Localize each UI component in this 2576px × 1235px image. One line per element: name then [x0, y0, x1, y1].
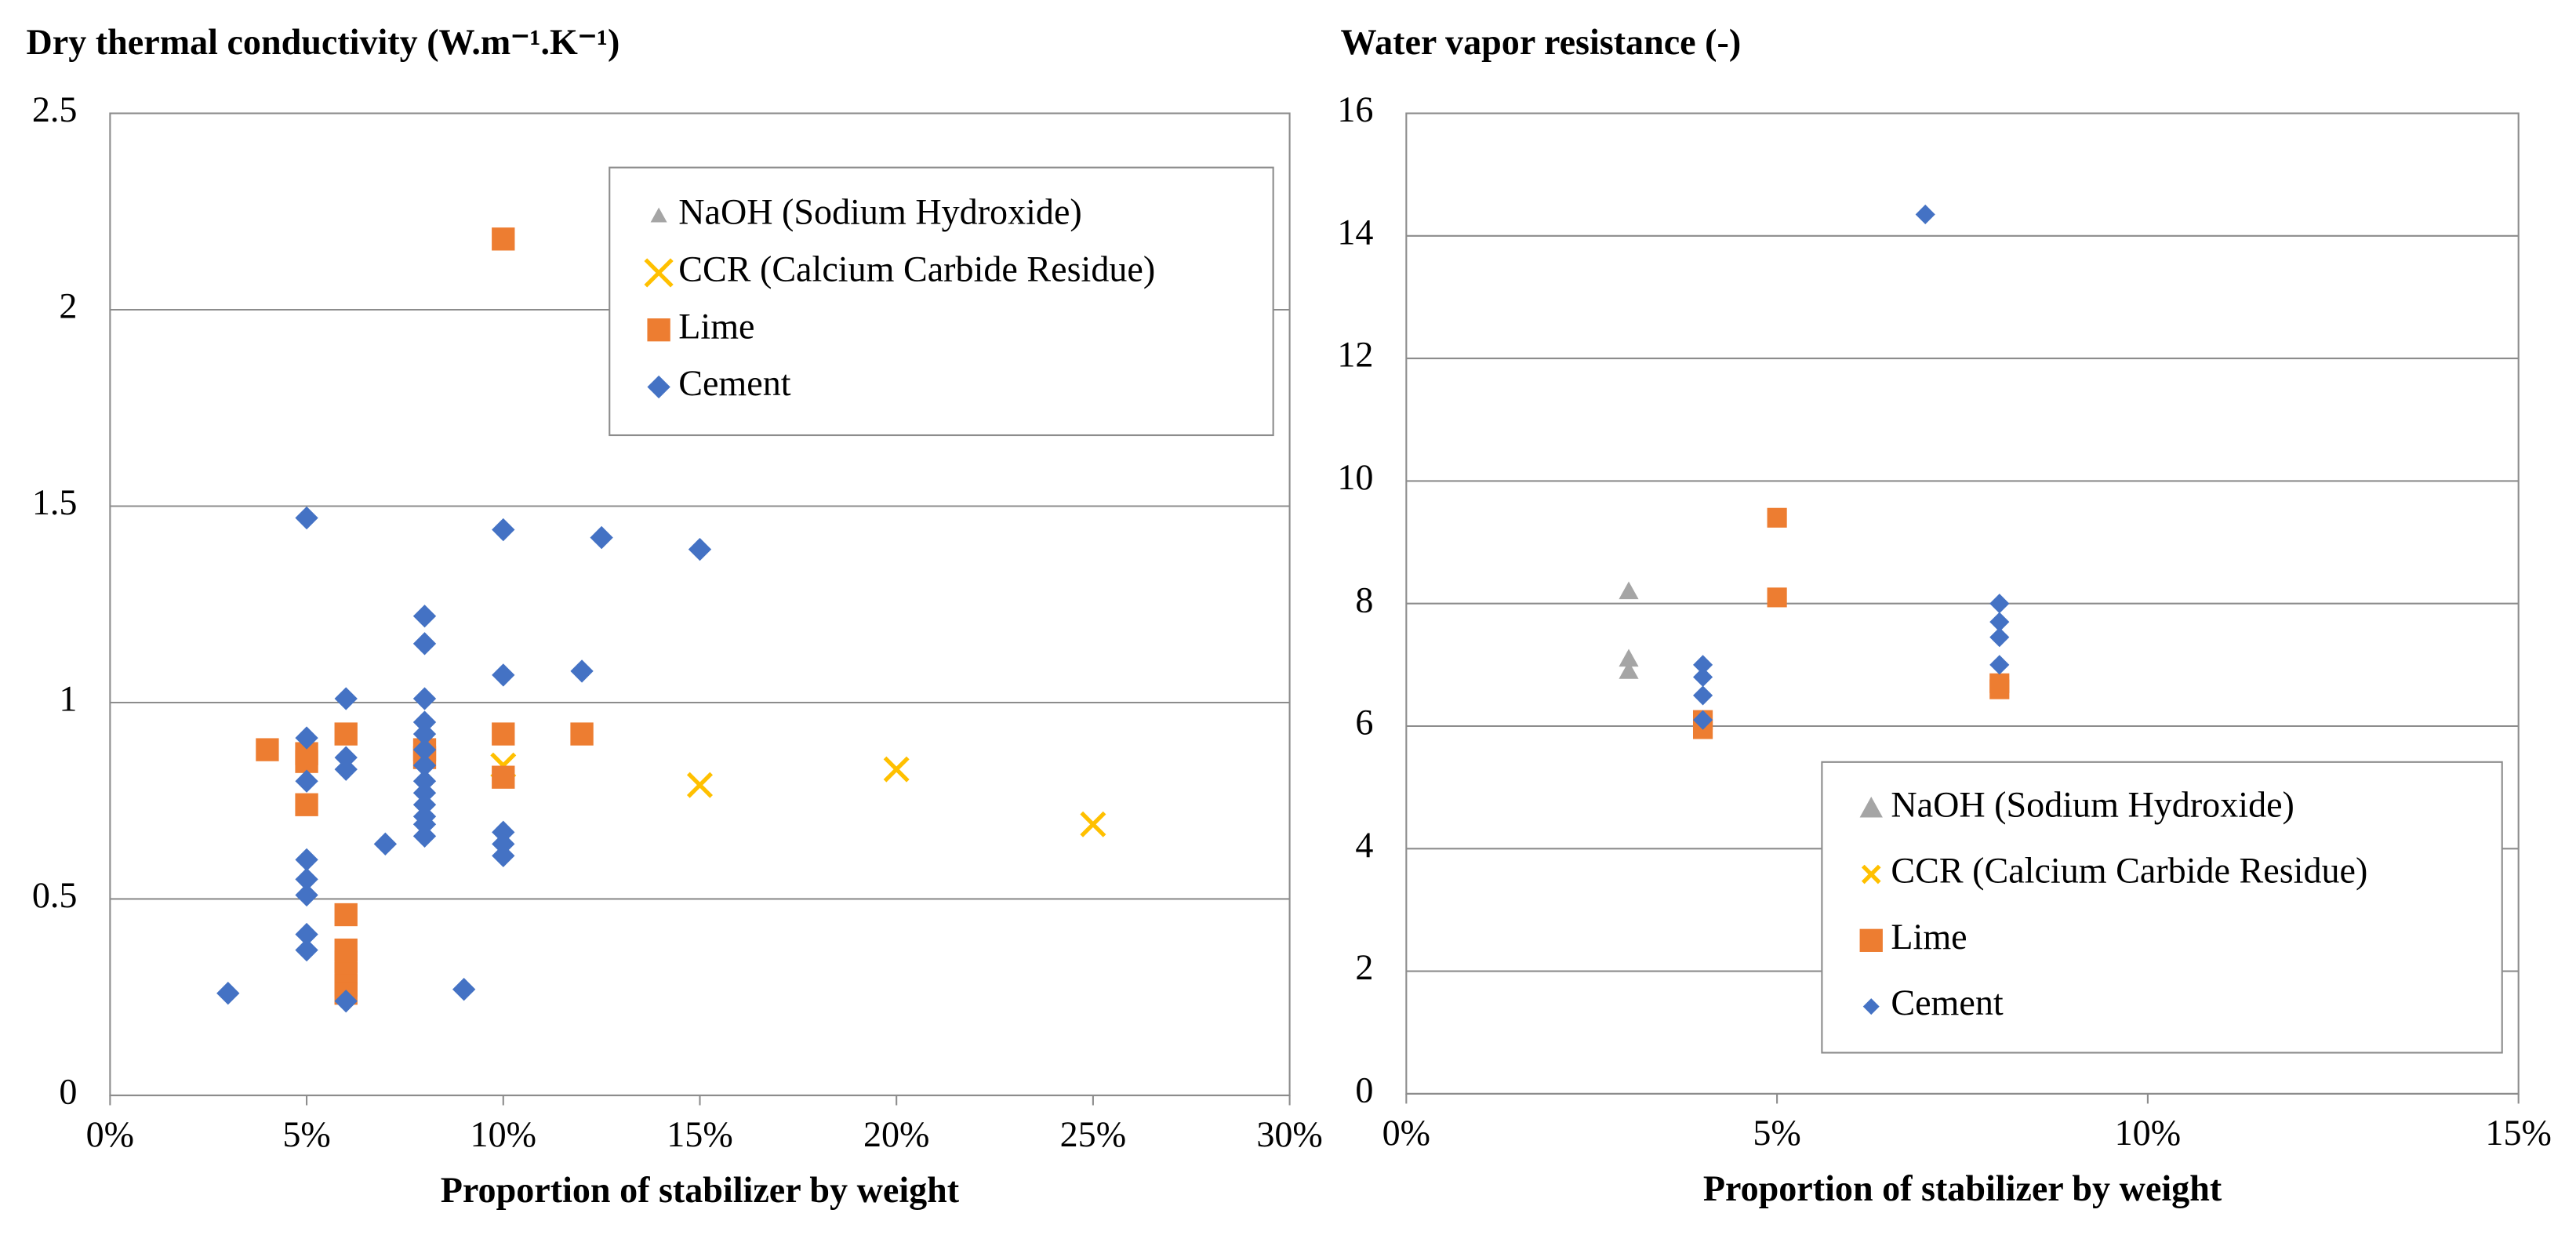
marker-x: [1080, 811, 1106, 837]
legend-label: Cement: [678, 363, 791, 403]
marker-triangle: [650, 207, 667, 223]
x-tick-label: 5%: [282, 1114, 330, 1154]
marker-diamond: [334, 746, 358, 769]
chart-title: Dry thermal conductivity (W.m⁻¹.K⁻¹): [27, 22, 620, 62]
marker-diamond: [412, 632, 437, 656]
marker-diamond: [334, 687, 358, 710]
plot-border: [1405, 112, 2520, 1095]
y-tick-label: 14: [1337, 212, 1373, 252]
y-tick-label: 8: [1355, 579, 1373, 619]
legend-box: [609, 166, 1274, 437]
legend-label: NaOH (Sodium Hydroxide): [1891, 784, 2294, 824]
marker-square: [570, 722, 594, 746]
legend-label: Cement: [1891, 983, 2004, 1023]
chart-title: Water vapor resistance (-): [1341, 22, 1742, 62]
marker-diamond: [1692, 667, 1713, 688]
marker-square: [295, 793, 318, 816]
marker-square: [492, 722, 515, 746]
marker-diamond: [412, 812, 437, 836]
marker-x: [644, 258, 674, 288]
marker-diamond: [216, 982, 240, 1005]
y-tick-label: 10: [1337, 457, 1373, 497]
marker-x: [883, 756, 910, 783]
marker-square: [256, 738, 279, 761]
y-tick-label: 0.5: [32, 875, 78, 915]
y-tick-label: 12: [1337, 335, 1373, 375]
marker-square: [1767, 507, 1787, 528]
x-tick-label: 20%: [863, 1114, 929, 1154]
y-tick-label: 16: [1337, 89, 1373, 129]
marker-square: [492, 765, 515, 789]
marker-diamond: [647, 375, 670, 399]
legend-box: [1821, 761, 2503, 1054]
marker-triangle: [1619, 581, 1639, 600]
y-tick-label: 2: [59, 286, 77, 326]
x-tick-label: 15%: [2485, 1113, 2551, 1153]
marker-diamond: [492, 663, 515, 687]
marker-diamond: [590, 525, 613, 550]
marker-diamond: [412, 605, 437, 628]
marker-diamond: [570, 659, 594, 683]
marker-diamond: [492, 844, 515, 868]
marker-triangle: [1859, 797, 1883, 818]
legend-label: Lime: [1891, 917, 1967, 957]
marker-square: [1767, 587, 1787, 608]
legend-label: CCR (Calcium Carbide Residue): [678, 249, 1155, 289]
marker-diamond: [1692, 655, 1713, 675]
x-tick-label: 0%: [1382, 1113, 1430, 1153]
marker-triangle: [1619, 661, 1639, 679]
y-tick-label: 6: [1355, 703, 1373, 743]
marker-diamond: [1692, 710, 1713, 730]
marker-diamond: [295, 938, 318, 962]
x-axis-label: Proportion of stabilizer by weight: [1703, 1168, 2222, 1208]
marker-diamond: [373, 832, 398, 856]
x-tick-label: 15%: [667, 1114, 732, 1154]
y-tick-label: 1.5: [32, 482, 78, 522]
marker-square: [334, 903, 358, 927]
marker-triangle: [1619, 648, 1639, 667]
marker-diamond: [1989, 594, 2010, 614]
y-tick-label: 1: [59, 679, 77, 719]
x-tick-label: 30%: [1256, 1114, 1322, 1154]
marker-square: [1989, 679, 2010, 699]
x-tick-label: 5%: [1753, 1113, 1800, 1153]
marker-diamond: [412, 824, 437, 848]
marker-diamond: [1989, 655, 2010, 675]
marker-x: [686, 772, 713, 798]
x-tick-label: 0%: [86, 1114, 134, 1154]
marker-square: [647, 318, 670, 342]
marker-diamond: [452, 978, 476, 1001]
marker-square: [1859, 928, 1883, 952]
x-tick-label: 10%: [2115, 1113, 2181, 1153]
y-tick-label: 2: [1355, 947, 1373, 987]
marker-x: [1861, 864, 1881, 884]
marker-diamond: [492, 518, 515, 542]
legend-label: NaOH (Sodium Hydroxide): [678, 192, 1082, 232]
marker-diamond: [412, 687, 437, 710]
y-tick-label: 0: [59, 1072, 77, 1112]
marker-diamond: [295, 848, 318, 872]
x-tick-label: 10%: [471, 1114, 536, 1154]
marker-diamond: [1692, 685, 1713, 706]
y-tick-label: 2.5: [32, 89, 78, 129]
marker-diamond: [295, 506, 318, 530]
marker-diamond: [1989, 627, 2010, 648]
marker-diamond: [334, 757, 358, 781]
legend-label: CCR (Calcium Carbide Residue): [1891, 851, 2367, 891]
marker-diamond: [295, 769, 318, 793]
marker-diamond: [295, 883, 318, 907]
y-tick-label: 0: [1355, 1070, 1373, 1110]
marker-diamond: [1915, 204, 1935, 225]
x-tick-label: 25%: [1060, 1114, 1126, 1154]
marker-square: [492, 227, 515, 251]
marker-diamond: [688, 537, 712, 561]
marker-diamond: [1989, 612, 2010, 632]
y-tick-label: 4: [1355, 825, 1373, 865]
x-axis-label: Proportion of stabilizer by weight: [441, 1170, 960, 1210]
legend-label: Lime: [678, 306, 754, 346]
marker-diamond: [334, 990, 358, 1013]
marker-square: [295, 750, 318, 773]
marker-square: [334, 722, 358, 746]
